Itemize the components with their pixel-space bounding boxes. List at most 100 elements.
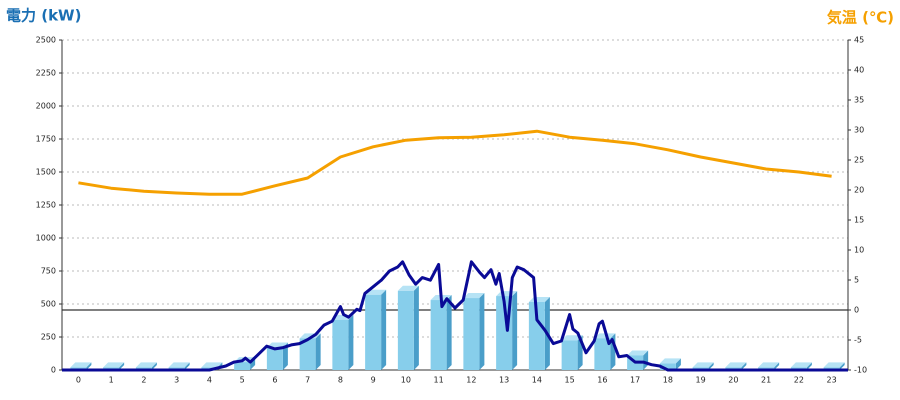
- y2-tick-label: 0: [854, 306, 859, 315]
- bar-top: [135, 362, 157, 368]
- bar: [659, 363, 676, 370]
- bar-top: [70, 362, 92, 368]
- bar-top: [758, 362, 780, 368]
- x-tick-label: 16: [597, 376, 607, 385]
- bar-top: [365, 289, 387, 295]
- y2-tick-label: 35: [854, 96, 864, 105]
- bar-top: [659, 358, 681, 364]
- bar-top: [594, 333, 616, 339]
- bar: [397, 290, 414, 370]
- x-tick-label: 6: [272, 376, 277, 385]
- bar: [365, 294, 382, 370]
- bar: [430, 300, 447, 370]
- y-tick-label: 750: [41, 267, 56, 276]
- y2-tick-label: 5: [854, 276, 859, 285]
- bar: [299, 338, 316, 370]
- x-tick-label: 17: [630, 376, 640, 385]
- bar: [594, 338, 611, 370]
- bar-side: [119, 362, 125, 370]
- y2-tick-label: 45: [854, 36, 864, 45]
- y-tick-label: 2250: [36, 69, 56, 78]
- line: [62, 260, 848, 372]
- bar-side: [806, 362, 812, 370]
- bar-side: [381, 289, 387, 370]
- bar-side: [86, 362, 92, 370]
- bar-side: [643, 350, 649, 370]
- bar: [561, 340, 578, 370]
- x-tick-label: 9: [371, 376, 376, 385]
- y2-tick-label: -10: [854, 366, 867, 375]
- y-tick-label: 1000: [36, 234, 56, 243]
- y2-axis-title: 気温 (℃): [827, 9, 894, 27]
- x-tick-label: 3: [174, 376, 179, 385]
- bar-side: [446, 295, 452, 370]
- bar-side: [675, 358, 681, 370]
- bar-top: [692, 362, 714, 368]
- y2-tick-label: 20: [854, 186, 864, 195]
- y-tick-label: 250: [41, 333, 56, 342]
- y2-tick-label: 10: [854, 246, 864, 255]
- y-axis-title: 電力 (kW): [6, 7, 81, 25]
- x-tick-label: 23: [827, 376, 837, 385]
- bar-top: [823, 362, 845, 368]
- bar-side: [839, 362, 845, 370]
- y2-tick-label: 15: [854, 216, 864, 225]
- y-tick-label: 500: [41, 300, 56, 309]
- x-tick-label: 20: [728, 376, 738, 385]
- bar-side: [741, 362, 747, 370]
- x-tick-label: 12: [466, 376, 476, 385]
- y-tick-label: 1750: [36, 135, 56, 144]
- bar: [463, 298, 480, 370]
- bar-top: [201, 362, 223, 368]
- x-tick-label: 8: [338, 376, 343, 385]
- bar-side: [184, 362, 190, 370]
- y2-tick-label: -5: [854, 336, 862, 345]
- bar-side: [512, 291, 518, 370]
- y-tick-label: 2500: [36, 36, 56, 45]
- bar: [266, 347, 283, 370]
- x-tick-label: 5: [240, 376, 245, 385]
- x-tick-label: 19: [696, 376, 706, 385]
- bar-side: [708, 362, 714, 370]
- y-tick-label: 1500: [36, 168, 56, 177]
- y-tick-label: 0: [51, 366, 56, 375]
- bar: [528, 302, 545, 370]
- bar-top: [463, 293, 485, 299]
- bar-top: [790, 362, 812, 368]
- x-tick-label: 7: [305, 376, 310, 385]
- bar-top: [397, 285, 419, 291]
- y2-tick-label: 25: [854, 156, 864, 165]
- x-tick-label: 13: [499, 376, 509, 385]
- bar-side: [774, 362, 780, 370]
- bar-top: [103, 362, 125, 368]
- x-tick-label: 18: [663, 376, 673, 385]
- y-tick-label: 2000: [36, 102, 56, 111]
- y2-tick-label: 30: [854, 126, 864, 135]
- bar-side: [479, 293, 485, 370]
- x-tick-label: 21: [761, 376, 771, 385]
- bar-side: [348, 314, 354, 370]
- x-tick-label: 1: [109, 376, 114, 385]
- x-tick-label: 22: [794, 376, 804, 385]
- bar-side: [315, 333, 321, 370]
- bar-top: [627, 350, 649, 356]
- x-tick-label: 14: [532, 376, 542, 385]
- x-tick-label: 4: [207, 376, 212, 385]
- bar-top: [725, 362, 747, 368]
- bar-top: [561, 335, 583, 341]
- bar: [332, 319, 349, 370]
- x-tick-label: 10: [401, 376, 411, 385]
- y-tick-label: 1250: [36, 201, 56, 210]
- x-tick-label: 15: [565, 376, 575, 385]
- bar: [234, 362, 251, 370]
- x-tick-label: 2: [141, 376, 146, 385]
- bar-side: [151, 362, 157, 370]
- bar-side: [282, 342, 288, 370]
- bar-side: [413, 285, 419, 370]
- line: [78, 129, 832, 196]
- bar-top: [168, 362, 190, 368]
- x-tick-label: 11: [434, 376, 444, 385]
- y2-tick-label: 40: [854, 66, 864, 75]
- x-tick-label: 0: [76, 376, 81, 385]
